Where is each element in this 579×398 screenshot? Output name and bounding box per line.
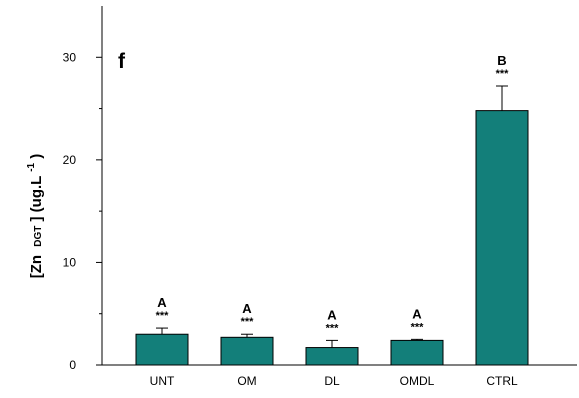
y-tick-label: 30: [63, 50, 77, 64]
bar-dl: [305, 347, 359, 366]
significance-label: ***: [496, 68, 510, 80]
x-tick-label: OMDL: [400, 374, 435, 388]
bar-om: [220, 336, 274, 366]
significance-label: ***: [156, 310, 170, 322]
group-letter-label: A: [157, 295, 167, 310]
bar-omdl: [390, 339, 444, 366]
y-tick-label: 0: [69, 358, 76, 372]
y-axis-label: [Zn DGT ] (ug.L -1 ): [21, 154, 45, 279]
x-tick-label: CTRL: [486, 374, 518, 388]
x-tick-label: OM: [237, 374, 256, 388]
significance-label: ***: [411, 321, 425, 333]
y-axis-label-suffix: ): [28, 154, 45, 159]
y-axis-label-prefix: [Zn: [28, 255, 45, 278]
group-letter-label: A: [327, 307, 337, 322]
bar-unt: [135, 333, 189, 366]
group-letter-label: A: [412, 306, 422, 321]
group-letter-label: A: [242, 301, 252, 316]
bar-ctrl: [475, 110, 529, 366]
y-axis-label-middle: ] (ug.L: [28, 176, 45, 222]
bars: [135, 85, 529, 366]
y-tick-label: 10: [63, 255, 77, 269]
group-letter-label: B: [497, 53, 506, 68]
y-axis-label-subscript: DGT: [33, 226, 44, 247]
significance-label: ***: [241, 316, 255, 328]
y-tick-label: 20: [63, 153, 77, 167]
x-tick-label: UNT: [150, 374, 175, 388]
panel-letter: f: [118, 50, 126, 73]
y-axis-label-superscript: -1: [26, 162, 37, 171]
x-tick-label: DL: [324, 374, 340, 388]
significance-label: ***: [326, 322, 340, 334]
